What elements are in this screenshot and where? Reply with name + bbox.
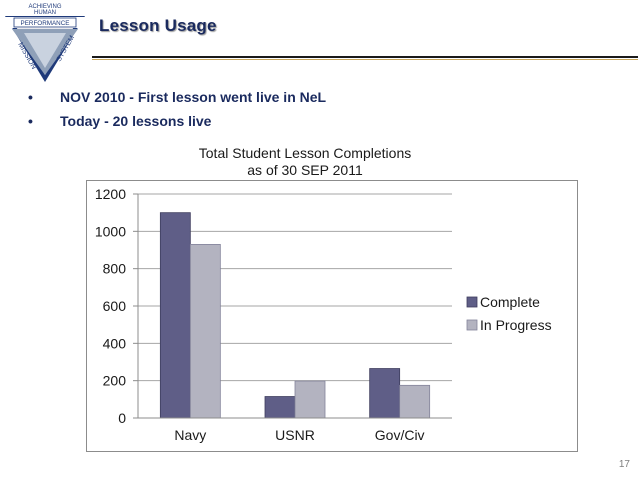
legend-label: Complete <box>480 294 540 310</box>
legend-label: In Progress <box>480 317 552 333</box>
y-tick-label: 1200 <box>95 186 126 202</box>
achieving-human-performance-logo: ACHIEVING HUMAN PERFORMANCE MISSION SYST… <box>2 2 88 84</box>
y-tick-label: 800 <box>103 261 127 277</box>
slide-title: Lesson Usage <box>99 16 217 35</box>
lesson-completions-chart: 0 200 400 600 800 1000 1200 Navy USNR Gov/Civ Comp… <box>86 180 578 452</box>
bullet-text: Today - 20 lessons live <box>60 113 212 129</box>
x-tick-label: USNR <box>275 427 315 443</box>
legend-swatch-complete <box>466 296 478 308</box>
chart-title: Total Student Lesson Completions <box>198 145 412 161</box>
y-tick-label: 1000 <box>95 223 126 239</box>
slide-number: 17 <box>618 459 630 470</box>
bullet-item: • NOV 2010 - First lesson went live in Ne… <box>28 88 326 112</box>
legend-swatch-in-progress <box>466 319 478 331</box>
y-tick-label: 200 <box>103 373 127 389</box>
bar-complete-usnr <box>264 396 296 419</box>
logo-line-achieving: ACHIEVING <box>28 4 61 10</box>
title-divider-accent <box>92 59 638 60</box>
x-tick-label: Navy <box>174 427 206 443</box>
bar-in-progress-navy <box>189 244 221 419</box>
y-tick-label: 600 <box>103 298 127 314</box>
bullet-marker: • <box>28 113 33 129</box>
bar-in-progress-gov-civ <box>399 384 431 419</box>
bar-in-progress-usnr <box>294 380 326 419</box>
chart-title-block: Total Student Lesson Completions as of 3… <box>150 145 460 179</box>
bullet-marker: • <box>28 89 33 105</box>
bullet-list: • NOV 2010 - First lesson went live in Ne… <box>28 88 326 136</box>
bullet-text: NOV 2010 - First lesson went live in NeL <box>60 89 327 105</box>
logo-line-human: HUMAN <box>34 10 56 16</box>
y-tick-label: 400 <box>103 335 127 351</box>
logo-line-performance: PERFORMANCE <box>21 20 70 27</box>
bullet-item: • Today - 20 lessons live <box>28 112 326 136</box>
chart-subtitle: as of 30 SEP 2011 <box>247 162 363 178</box>
bar-complete-gov-civ <box>369 368 401 419</box>
x-tick-label: Gov/Civ <box>375 427 425 443</box>
title-divider <box>92 56 638 58</box>
bar-complete-navy <box>159 212 191 419</box>
y-tick-label: 0 <box>118 410 126 426</box>
